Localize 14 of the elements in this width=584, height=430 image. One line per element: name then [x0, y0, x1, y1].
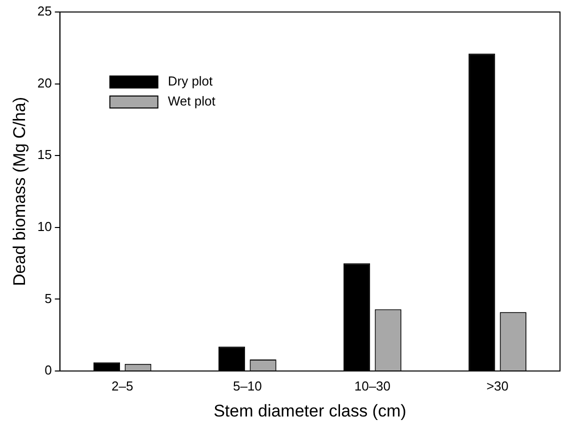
y-tick-label: 0 — [44, 362, 52, 378]
x-tick-label: 5–10 — [232, 378, 262, 394]
x-axis-title: Stem diameter class (cm) — [214, 401, 406, 420]
y-tick-label: 25 — [37, 4, 52, 19]
x-tick-label: 2–5 — [112, 378, 134, 394]
y-tick-label: 20 — [37, 75, 52, 90]
x-tick-label: 10–30 — [354, 378, 391, 394]
y-tick-label: 15 — [37, 147, 52, 162]
y-tick-label: 10 — [37, 218, 52, 234]
x-tick-label: >30 — [486, 378, 509, 394]
legend-label: Dry plot — [168, 74, 214, 89]
y-axis-title: Dead biomass (Mg C/ha) — [10, 97, 29, 286]
legend-label: Wet plot — [168, 94, 216, 109]
y-tick-label: 5 — [44, 290, 52, 306]
